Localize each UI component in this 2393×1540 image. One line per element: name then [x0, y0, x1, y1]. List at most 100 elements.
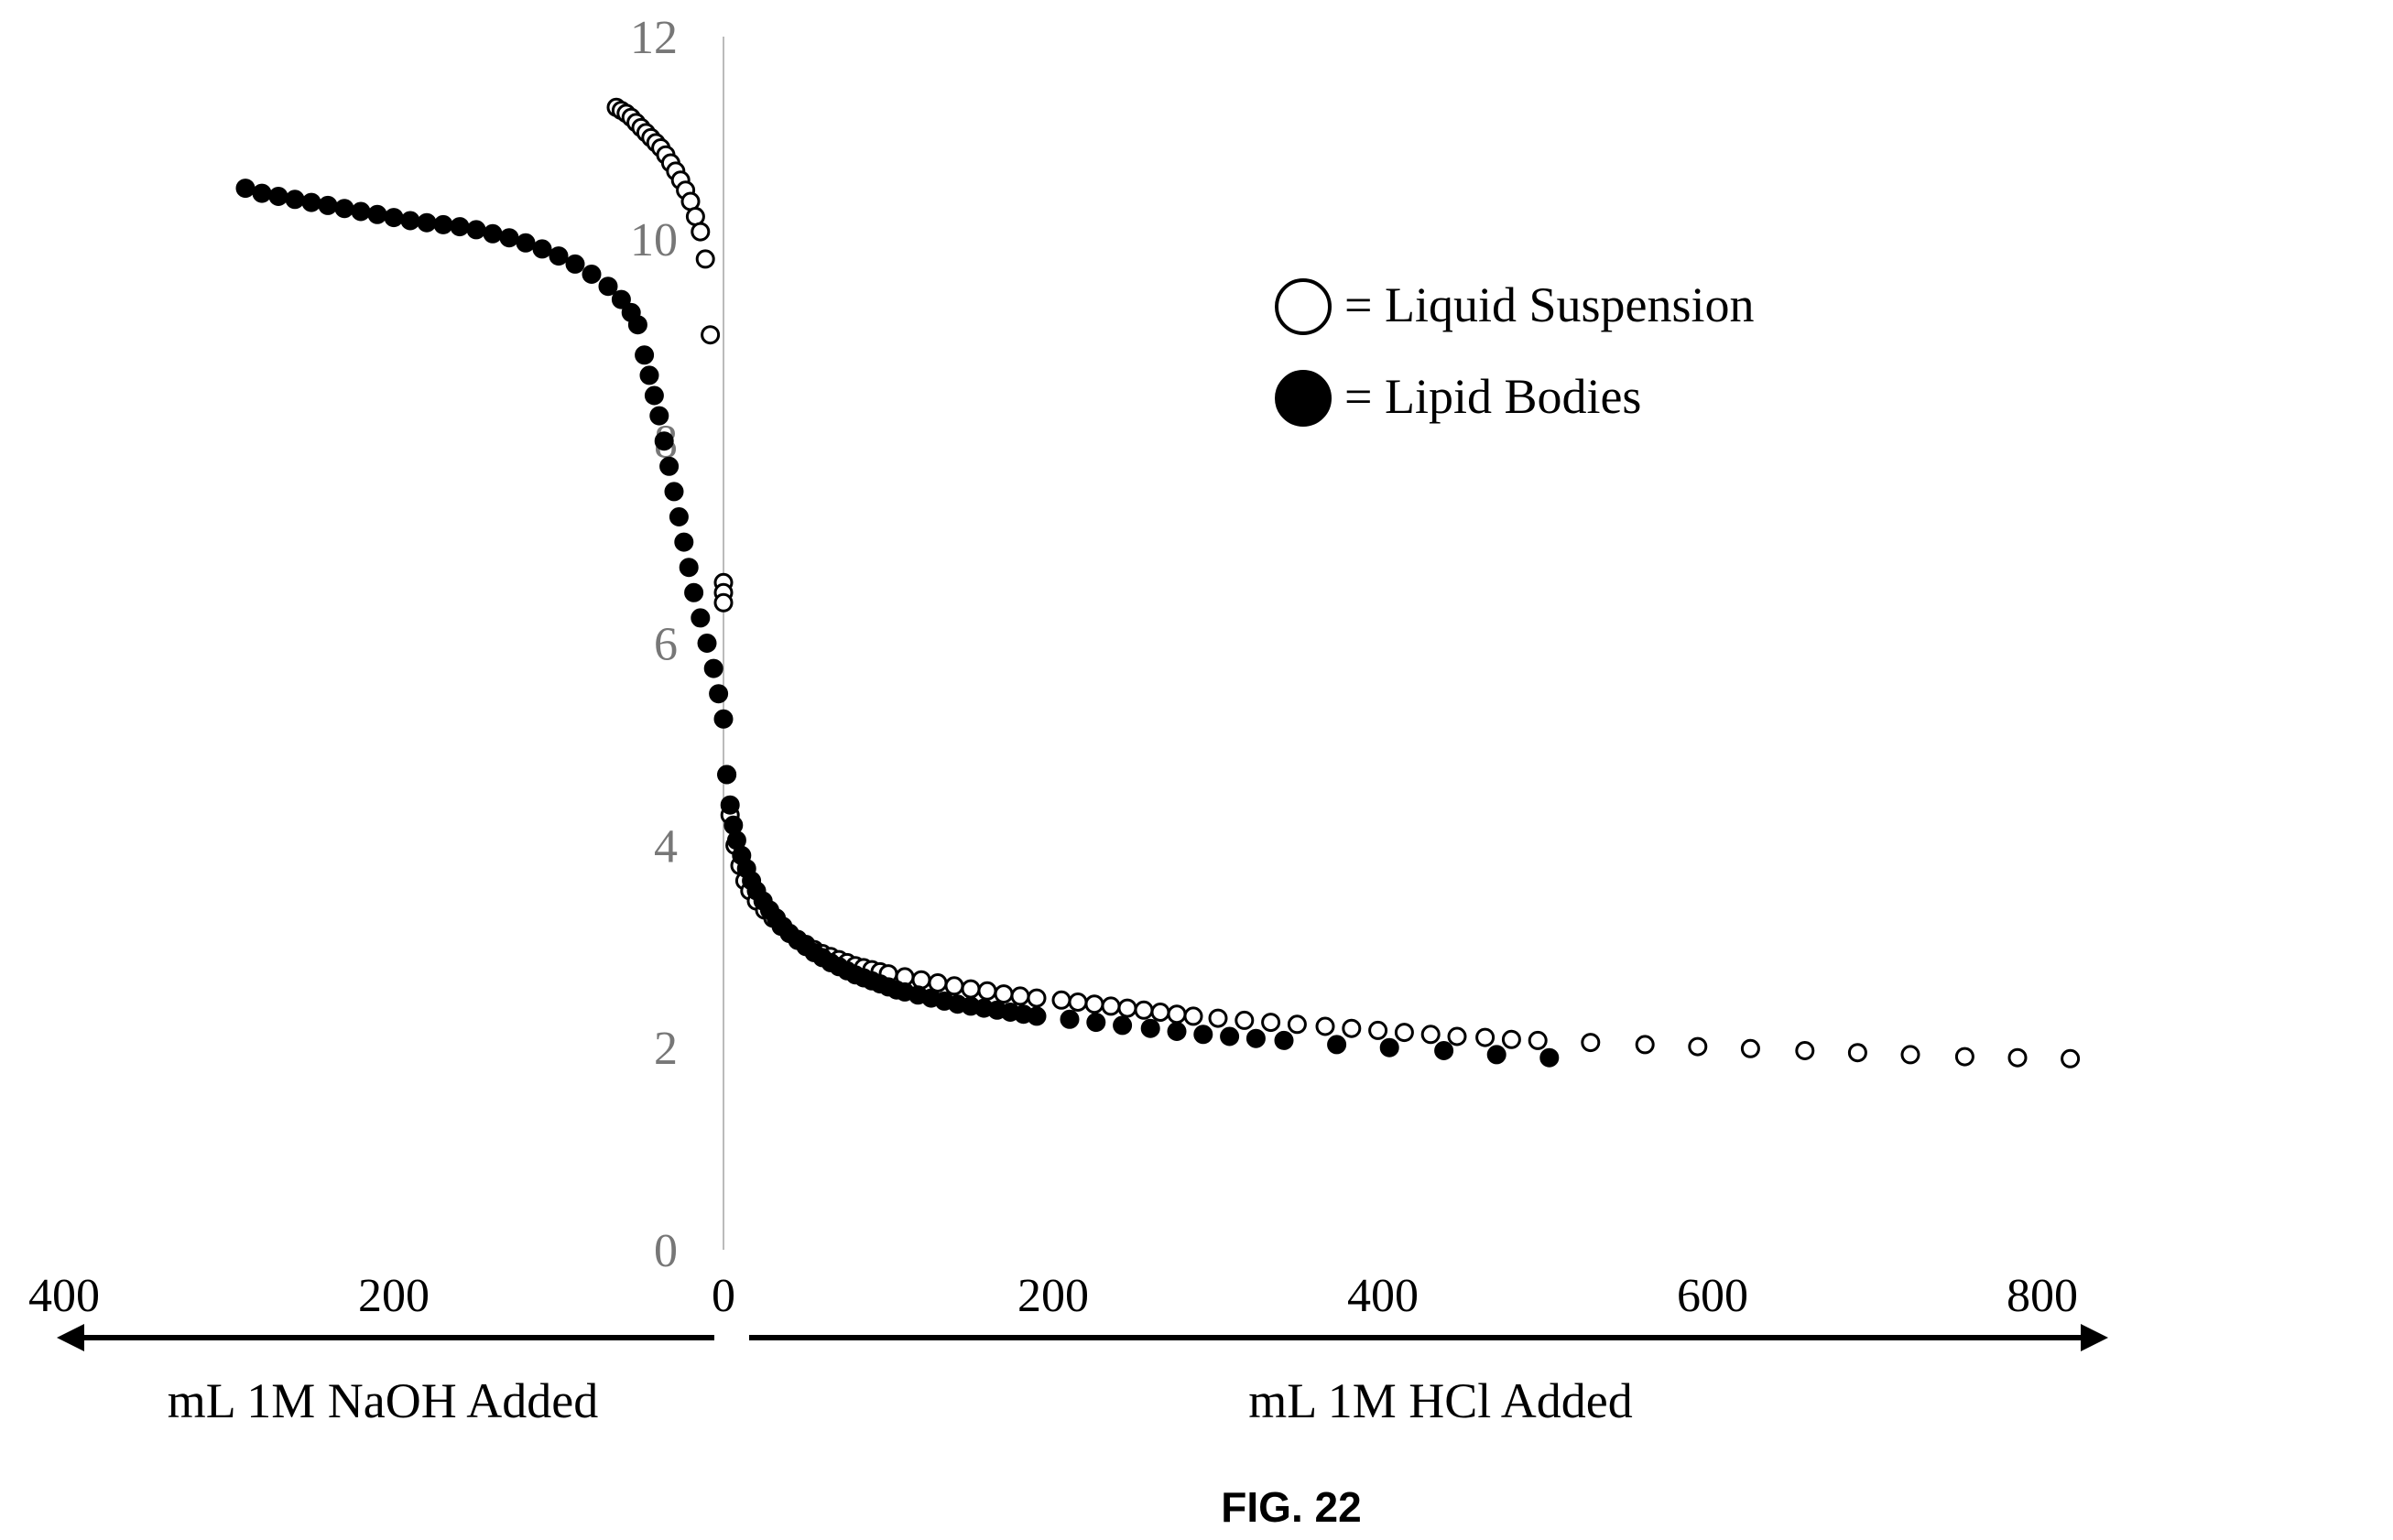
lipid-bodies-point: [334, 199, 354, 219]
liquid-suspension-point: [1167, 1004, 1187, 1025]
lipid-bodies-point: [1140, 1018, 1160, 1038]
liquid-suspension-point: [944, 976, 964, 996]
lipid-bodies-point: [627, 315, 647, 335]
y-tick-label: 2: [654, 1023, 678, 1075]
liquid-suspension-point: [1027, 988, 1047, 1008]
liquid-suspension-point: [1101, 996, 1121, 1016]
liquid-suspension-point: [1208, 1008, 1228, 1028]
liquid-suspension-point: [1084, 994, 1104, 1014]
x-tick-label-hcl: 200: [1017, 1270, 1089, 1322]
lipid-bodies-point: [483, 223, 503, 244]
x-tick-label-naoh: 200: [358, 1270, 430, 1322]
lipid-bodies-point: [1027, 1006, 1047, 1026]
liquid-suspension-point: [1900, 1045, 1920, 1065]
lipid-bodies-point: [664, 482, 684, 502]
lipid-bodies-point: [1220, 1026, 1240, 1047]
liquid-suspension-point: [1447, 1026, 1467, 1047]
liquid-suspension-point: [1394, 1023, 1414, 1043]
lipid-bodies-point: [669, 507, 689, 526]
legend-filled-circle-icon: [1275, 370, 1332, 427]
hcl-axis-title: mL 1M HCl Added: [1248, 1373, 1633, 1428]
liquid-suspension-point: [1528, 1030, 1548, 1050]
lipid-bodies-point: [400, 211, 420, 231]
x-tick-label-hcl: 400: [1347, 1270, 1419, 1322]
lipid-bodies-point: [1434, 1041, 1454, 1060]
lipid-bodies-point: [549, 246, 569, 266]
y-tick-label: 12: [630, 12, 678, 64]
liquid-suspension-point: [1954, 1047, 1974, 1067]
y-tick-label: 6: [654, 619, 678, 671]
lipid-bodies-point: [1086, 1013, 1106, 1033]
lipid-bodies-point: [1245, 1028, 1266, 1048]
lipid-bodies-point: [713, 709, 734, 729]
liquid-suspension-point: [1795, 1041, 1815, 1060]
lipid-bodies-point: [1113, 1015, 1133, 1036]
lipid-bodies-point: [499, 228, 519, 248]
x-axis-ticks: 400 200 0 200 400 600 800: [28, 1270, 2078, 1322]
liquid-suspension-point: [1420, 1025, 1441, 1045]
liquid-suspension-point: [1342, 1018, 1362, 1038]
liquid-suspension-point: [1635, 1035, 1655, 1055]
liquid-suspension-point: [977, 981, 997, 1001]
lipid-bodies-point: [433, 214, 453, 234]
lipid-bodies-point: [659, 456, 680, 476]
liquid-suspension-point: [1134, 1000, 1154, 1020]
liquid-suspension-point: [1068, 992, 1088, 1012]
liquid-suspension-point: [994, 984, 1014, 1004]
liquid-suspension-point: [1010, 986, 1030, 1006]
lipid-bodies-point: [252, 183, 272, 203]
naoh-axis-title: mL 1M NaOH Added: [168, 1373, 598, 1428]
liquid-suspension-point: [701, 325, 721, 345]
x-tick-label-hcl: 600: [1677, 1270, 1748, 1322]
x-tick-label-hcl: 800: [2007, 1270, 2078, 1322]
lipid-bodies-point: [318, 195, 338, 215]
lipid-bodies-point: [649, 406, 669, 426]
liquid-suspension-point: [1261, 1013, 1281, 1033]
liquid-suspension-point: [1150, 1003, 1170, 1022]
lipid-bodies-point: [1539, 1047, 1560, 1068]
lipid-bodies-point: [720, 795, 740, 815]
liquid-suspension-point: [691, 222, 711, 242]
lipid-bodies-point: [235, 179, 256, 199]
lipid-bodies-point: [644, 385, 664, 406]
lipid-bodies-point: [639, 365, 659, 385]
lipid-bodies-point: [367, 204, 387, 224]
lipid-bodies-point: [565, 254, 585, 274]
lipid-bodies-point: [1167, 1022, 1187, 1041]
lipid-bodies-point: [466, 220, 486, 240]
lipid-bodies-point: [598, 277, 618, 297]
liquid-suspension-point: [1235, 1010, 1255, 1030]
lipid-bodies-point: [654, 431, 674, 451]
y-tick-label: 0: [654, 1225, 678, 1277]
lipid-bodies-point: [1060, 1009, 1080, 1029]
lipid-bodies-point: [1379, 1037, 1399, 1057]
liquid-suspension-point: [1847, 1043, 1867, 1063]
liquid-suspension-point: [1581, 1033, 1601, 1053]
legend: = Liquid Suspension = Lipid Bodies: [1275, 277, 1754, 427]
liquid-suspension-point: [1183, 1006, 1203, 1026]
liquid-suspension-point: [1287, 1014, 1307, 1035]
liquid-suspension-point: [1368, 1020, 1388, 1040]
liquid-suspension-point: [1740, 1038, 1760, 1058]
lipid-bodies-point: [703, 658, 723, 678]
y-tick-label: 10: [630, 214, 678, 266]
lipid-bodies-point: [679, 558, 699, 578]
lipid-bodies-point: [351, 201, 371, 222]
lipid-bodies-point: [582, 265, 602, 284]
legend-open-circle-icon: [1275, 278, 1332, 335]
lipid-bodies-point: [1486, 1045, 1507, 1065]
legend-label-lipid-bodies: = Lipid Bodies: [1344, 369, 1641, 424]
lipid-bodies-point: [532, 239, 552, 259]
figure-label: FIG. 22: [1221, 1483, 1361, 1531]
liquid-suspension-point: [1117, 998, 1137, 1018]
lipid-bodies-point: [1193, 1025, 1213, 1045]
lipid-bodies-point: [384, 208, 404, 228]
x-tick-label-naoh: 0: [712, 1270, 735, 1322]
lipid-bodies-point: [1327, 1035, 1347, 1055]
liquid-suspension-point: [961, 979, 981, 999]
liquid-suspension-point: [2061, 1048, 2081, 1068]
lipid-bodies-point: [301, 192, 321, 212]
naoh-direction-arrow: [57, 1324, 714, 1351]
liquid-suspension-point: [1315, 1016, 1335, 1036]
